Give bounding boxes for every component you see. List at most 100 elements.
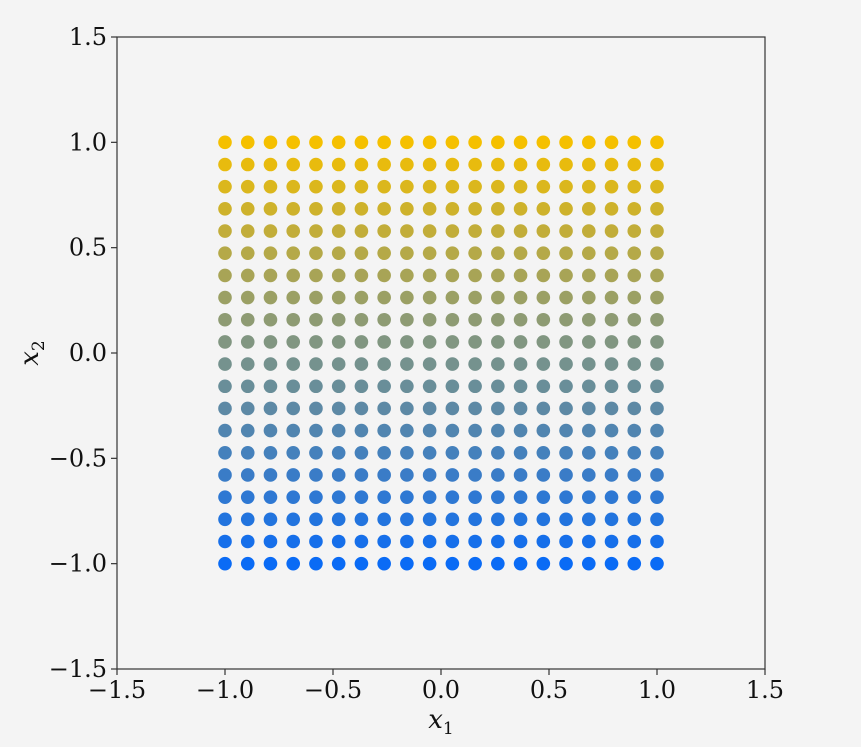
data-point [581,445,596,460]
data-point [536,490,551,504]
x-tick-label: 1.0 [638,676,676,704]
data-point [627,268,642,283]
data-point [331,556,346,571]
data-point [422,312,437,327]
data-point [400,490,414,504]
data-point [286,202,301,216]
data-point [491,423,505,438]
data-point [559,268,573,283]
data-point [627,556,642,571]
data-point [354,357,369,371]
data-point [400,512,414,527]
data-point [559,401,573,416]
data-point [400,157,414,172]
data-point [354,246,369,261]
data-point [513,179,528,194]
data-point [468,246,482,261]
data-point [377,512,391,527]
data-point [331,290,346,305]
data-point [491,179,505,194]
data-point [559,357,573,371]
data-point [536,423,551,438]
data-point [445,290,460,305]
data-point [309,512,323,527]
data-point [604,335,619,349]
x-axis-ticks: −1.5 −1.0 −0.5 0.0 0.5 1.0 1.5 [88,669,784,704]
data-point [513,379,528,394]
data-point [377,246,391,261]
data-point [263,268,278,283]
data-point [559,490,573,504]
data-point [627,512,642,527]
data-point [218,534,232,549]
y-tick-label: 0.5 [69,234,107,262]
data-point [627,202,642,216]
data-point [263,224,278,238]
data-point [627,379,642,394]
data-point [536,534,551,549]
data-point [468,135,482,150]
x-tick-label: 1.5 [746,676,784,704]
data-point [536,379,551,394]
data-point [650,179,664,194]
data-point [445,179,460,194]
data-point [263,312,278,327]
data-point [491,556,505,571]
data-point [400,534,414,549]
y-tick-label: −0.5 [49,444,107,472]
data-point [331,512,346,527]
data-point [218,468,232,482]
data-point [468,268,482,283]
data-point [604,379,619,394]
data-point [309,202,323,216]
data-point [559,423,573,438]
data-point [604,312,619,327]
data-point [377,423,391,438]
data-point [422,202,437,216]
data-point [354,534,369,549]
data-point [377,312,391,327]
data-point [627,290,642,305]
data-point [422,401,437,416]
data-point [650,268,664,283]
data-point [218,135,232,150]
data-point [331,423,346,438]
data-point [377,534,391,549]
data-point [422,335,437,349]
data-point [491,312,505,327]
data-point [650,423,664,438]
data-point [559,335,573,349]
data-point [240,423,255,438]
data-point [536,290,551,305]
data-point [491,157,505,172]
data-point [650,401,664,416]
data-point [468,290,482,305]
data-point [331,246,346,261]
data-point [650,379,664,394]
data-point [468,490,482,504]
data-point [559,224,573,238]
data-point [240,401,255,416]
data-point [218,335,232,349]
data-point [468,556,482,571]
data-point [309,490,323,504]
data-point [513,468,528,482]
data-point [309,224,323,238]
data-point [491,202,505,216]
data-point [377,445,391,460]
data-point [263,490,278,504]
data-point [468,534,482,549]
data-point [468,224,482,238]
data-point [559,556,573,571]
data-point [218,202,232,216]
data-point [263,445,278,460]
data-point [263,179,278,194]
data-point [650,468,664,482]
data-point [627,335,642,349]
data-point [400,290,414,305]
data-point [309,357,323,371]
data-point [286,268,301,283]
data-point [377,401,391,416]
data-point [422,290,437,305]
data-point [581,202,596,216]
